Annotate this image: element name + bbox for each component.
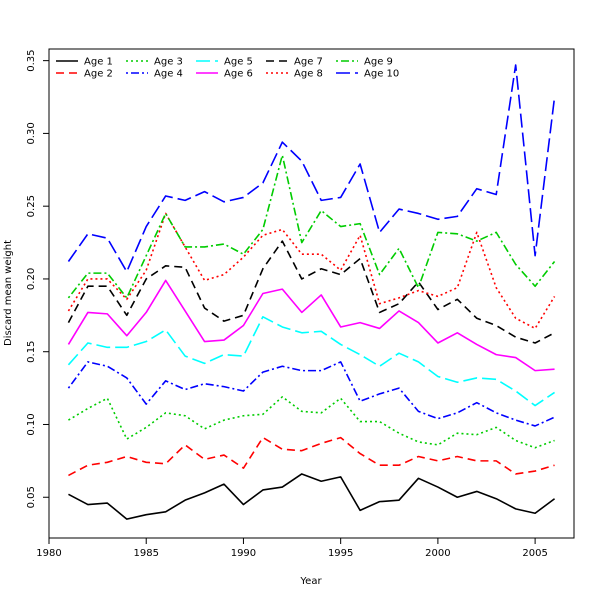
series-line-age-5 [67,315,556,407]
y-tick-label: 0.20 [26,268,37,290]
series-line-age-3 [68,396,555,449]
y-tick-label: 0.25 [26,195,37,217]
legend-label: Age 4 [154,69,183,80]
legend-item-age-4: Age 4 [126,69,183,80]
legend-item-age-3: Age 3 [126,57,183,68]
series-line-age-9 [67,154,556,299]
series-line-age-2 [68,436,555,477]
x-tick-label: 2000 [425,548,450,559]
series-line-age-4 [67,361,555,427]
y-tick-label: 0.05 [26,486,37,508]
legend-label: Age 5 [224,57,253,68]
series-line-age-1 [68,473,556,520]
legend-label: Age 3 [154,57,183,68]
legend-item-age-10: Age 10 [336,69,399,80]
series-line-age-6 [67,279,555,372]
plot-frame [48,48,575,539]
legend-item-age-6: Age 6 [196,69,253,80]
x-tick-label: 1985 [133,548,158,559]
x-tick-label: 2005 [522,548,547,559]
y-tick-label: 0.30 [26,122,37,144]
axes: 1980 1985 1990 1995 2000 2005 0.05 0.10 0.15 0.20… [26,50,548,559]
x-axis-label: Year [299,576,322,587]
x-tick-label: 1980 [36,548,61,559]
y-axis-label: Discard mean weight [3,240,14,346]
x-tick-label: 1995 [328,548,353,559]
plot-area [67,64,556,520]
y-tick-label: 0.35 [26,50,37,72]
legend-label: Age 2 [84,69,113,80]
legend-item-age-8: Age 8 [266,69,323,80]
y-tick-label: 0.10 [26,413,37,435]
legend-label: Age 8 [294,69,323,80]
legend-label: Age 7 [294,57,323,68]
legend-label: Age 9 [364,57,393,68]
y-tick-label: 0.15 [26,341,37,363]
legend-label: Age 1 [84,57,113,68]
legend-label: Age 10 [364,69,399,80]
legend-item-age-7: Age 7 [266,57,323,68]
series-line-age-8 [67,212,556,330]
series-line-age-7 [67,240,555,344]
legend-item-age-9: Age 9 [336,57,393,68]
legend-item-age-1: Age 1 [56,57,113,68]
legend-item-age-2: Age 2 [56,69,113,80]
legend-item-age-5: Age 5 [196,57,253,68]
series-line-age-10 [67,64,556,273]
x-tick-label: 1990 [231,548,256,559]
legend-label: Age 6 [224,69,253,80]
